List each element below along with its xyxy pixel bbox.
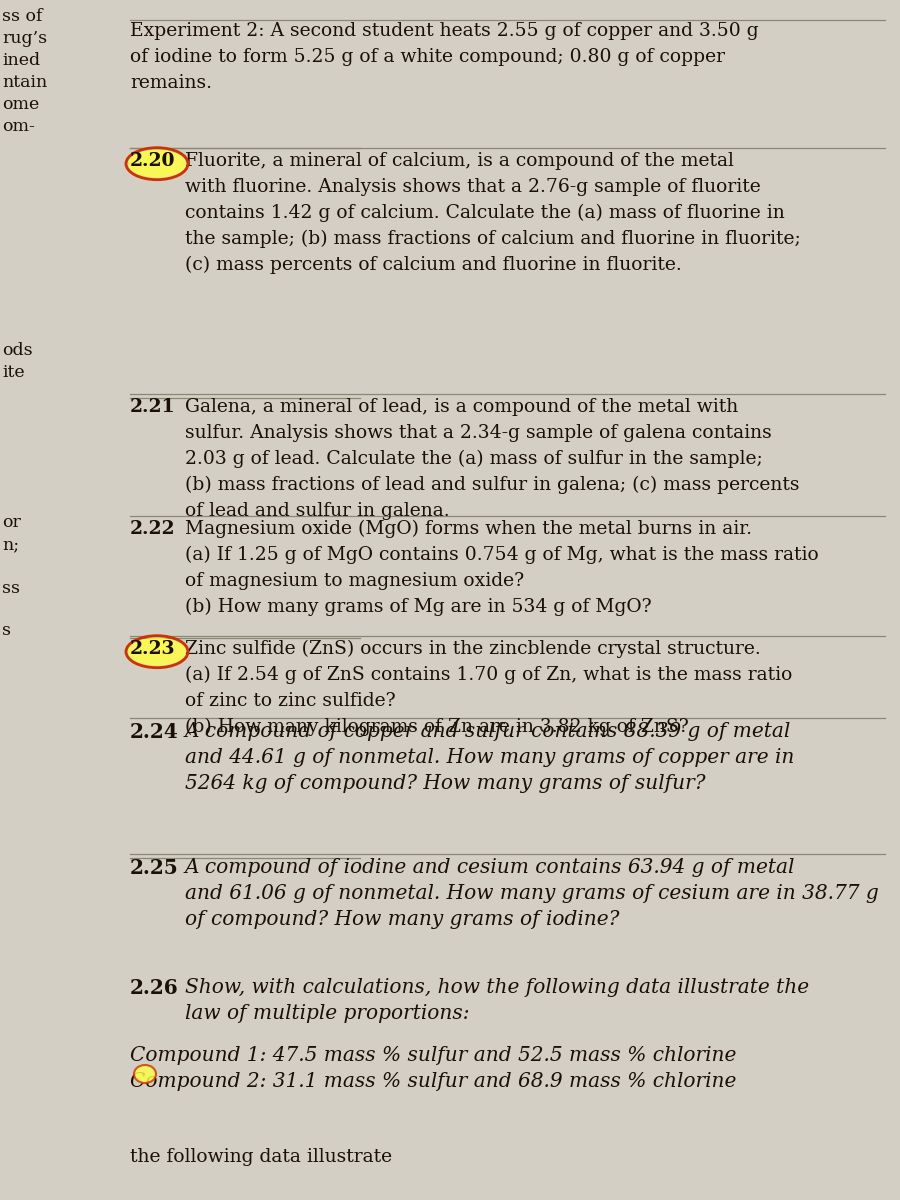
Text: or: or — [2, 514, 21, 530]
Text: ined: ined — [2, 52, 40, 68]
Text: ite: ite — [2, 364, 24, 382]
Text: Galena, a mineral of lead, is a compound of the metal with: Galena, a mineral of lead, is a compound… — [185, 398, 738, 416]
Text: n;: n; — [2, 536, 19, 553]
Text: (b) mass fractions of lead and sulfur in galena; (c) mass percents: (b) mass fractions of lead and sulfur in… — [185, 476, 799, 494]
Text: Show, with calculations, how the following data illustrate the: Show, with calculations, how the followi… — [185, 978, 809, 997]
Text: rug’s: rug’s — [2, 30, 47, 47]
Text: ome: ome — [2, 96, 40, 113]
Ellipse shape — [128, 637, 186, 666]
Text: and 44.61 g of nonmetal. How many grams of copper are in: and 44.61 g of nonmetal. How many grams … — [185, 748, 795, 767]
Text: (b) How many kilograms of Zn are in 3.82 kg of ZnS?: (b) How many kilograms of Zn are in 3.82… — [185, 718, 688, 737]
Text: the following data illustrate: the following data illustrate — [130, 1148, 392, 1166]
Text: Zinc sulfide (ZnS) occurs in the zincblende crystal structure.: Zinc sulfide (ZnS) occurs in the zincble… — [185, 640, 760, 659]
Text: 2.20: 2.20 — [130, 152, 176, 170]
Text: 2.22: 2.22 — [130, 520, 176, 538]
Text: 5264 kg of compound? How many grams of sulfur?: 5264 kg of compound? How many grams of s… — [185, 774, 706, 793]
Text: A compound of iodine and cesium contains 63.94 g of metal: A compound of iodine and cesium contains… — [185, 858, 796, 877]
Text: (a) If 1.25 g of MgO contains 0.754 g of Mg, what is the mass ratio: (a) If 1.25 g of MgO contains 0.754 g of… — [185, 546, 819, 564]
Text: 2.20: 2.20 — [130, 152, 176, 170]
Text: A compound of copper and sulfur contains 88.39 g of metal: A compound of copper and sulfur contains… — [185, 722, 791, 740]
Text: 2.21: 2.21 — [130, 398, 176, 416]
Ellipse shape — [128, 150, 186, 178]
Text: ods: ods — [2, 342, 32, 359]
Text: 2.26: 2.26 — [130, 978, 179, 998]
Text: the sample; (b) mass fractions of calcium and fluorine in fluorite;: the sample; (b) mass fractions of calciu… — [185, 230, 801, 248]
Text: Fluorite, a mineral of calcium, is a compound of the metal: Fluorite, a mineral of calcium, is a com… — [185, 152, 734, 170]
Text: Experiment 2: A second student heats 2.55 g of copper and 3.50 g: Experiment 2: A second student heats 2.5… — [130, 22, 759, 40]
Text: 2.24: 2.24 — [130, 722, 179, 742]
Text: ss of: ss of — [2, 8, 42, 25]
Text: Magnesium oxide (MgO) forms when the metal burns in air.: Magnesium oxide (MgO) forms when the met… — [185, 520, 752, 539]
Text: of compound? How many grams of iodine?: of compound? How many grams of iodine? — [185, 910, 619, 929]
Text: (c) mass percents of calcium and fluorine in fluorite.: (c) mass percents of calcium and fluorin… — [185, 256, 682, 275]
Text: 2.25: 2.25 — [130, 858, 179, 878]
Text: s: s — [2, 622, 11, 638]
Text: of magnesium to magnesium oxide?: of magnesium to magnesium oxide? — [185, 572, 524, 590]
Text: om-: om- — [2, 118, 35, 134]
Text: of zinc to zinc sulfide?: of zinc to zinc sulfide? — [185, 692, 396, 710]
Text: 2.03 g of lead. Calculate the (a) mass of sulfur in the sample;: 2.03 g of lead. Calculate the (a) mass o… — [185, 450, 763, 468]
Ellipse shape — [134, 1066, 156, 1082]
Text: sulfur. Analysis shows that a 2.34-g sample of galena contains: sulfur. Analysis shows that a 2.34-g sam… — [185, 424, 772, 442]
Text: contains 1.42 g of calcium. Calculate the (a) mass of fluorine in: contains 1.42 g of calcium. Calculate th… — [185, 204, 785, 222]
Text: 2.23: 2.23 — [130, 640, 176, 658]
Text: 2.23: 2.23 — [130, 640, 176, 658]
Text: of lead and sulfur in galena.: of lead and sulfur in galena. — [185, 502, 450, 520]
Text: law of multiple proportions:: law of multiple proportions: — [185, 1004, 470, 1022]
Text: ss: ss — [2, 580, 20, 596]
Text: Compound 1: 47.5 mass % sulfur and 52.5 mass % chlorine: Compound 1: 47.5 mass % sulfur and 52.5 … — [130, 1046, 736, 1066]
Text: (b) How many grams of Mg are in 534 g of MgO?: (b) How many grams of Mg are in 534 g of… — [185, 598, 652, 617]
Text: and 61.06 g of nonmetal. How many grams of cesium are in 38.77 g: and 61.06 g of nonmetal. How many grams … — [185, 884, 878, 902]
Text: remains.: remains. — [130, 74, 212, 92]
Text: of iodine to form 5.25 g of a white compound; 0.80 g of copper: of iodine to form 5.25 g of a white comp… — [130, 48, 725, 66]
Text: with fluorine. Analysis shows that a 2.76-g sample of fluorite: with fluorine. Analysis shows that a 2.7… — [185, 178, 760, 196]
Text: ntain: ntain — [2, 74, 47, 91]
Text: Compound 2: 31.1 mass % sulfur and 68.9 mass % chlorine: Compound 2: 31.1 mass % sulfur and 68.9 … — [130, 1072, 736, 1091]
Text: (a) If 2.54 g of ZnS contains 1.70 g of Zn, what is the mass ratio: (a) If 2.54 g of ZnS contains 1.70 g of … — [185, 666, 792, 684]
